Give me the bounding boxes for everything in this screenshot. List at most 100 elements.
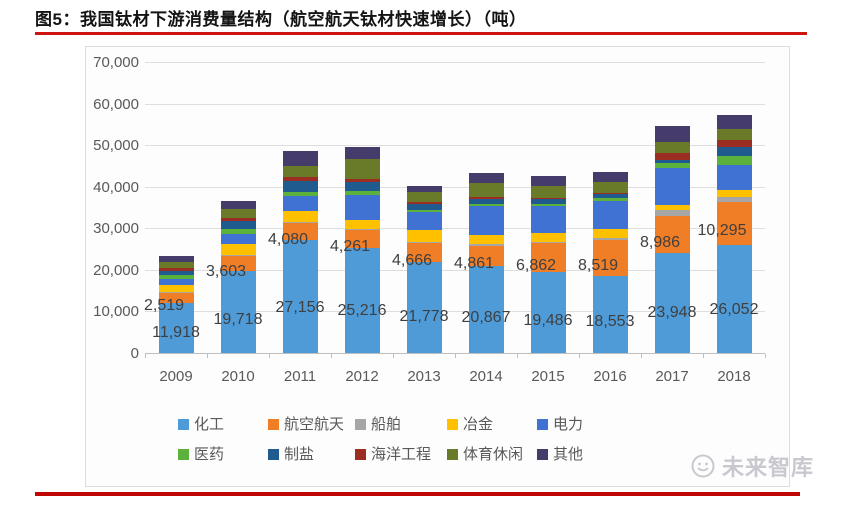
legend-swatch-化工: [178, 419, 189, 430]
bar-segment-2015-航空航天: [530, 243, 566, 272]
bar-segment-2013-电力: [406, 212, 442, 231]
x-axis-label: 2013: [407, 368, 441, 385]
bar-segment-2018-电力: [716, 165, 752, 191]
bar-segment-2018-医药: [716, 155, 752, 166]
x-axis-tick: [207, 354, 208, 358]
bar-segment-2017-医药: [654, 163, 690, 169]
bar-segment-2016-冶金: [592, 228, 628, 239]
bar-segment-2012-医药: [344, 191, 380, 196]
bar-segment-2013-航空航天: [406, 243, 442, 263]
legend-item-化工: 化工: [178, 417, 224, 432]
gridline: [145, 269, 765, 271]
y-axis-label: 50,000: [93, 137, 139, 155]
bar-segment-2011-冶金: [282, 210, 318, 222]
x-axis-tick: [393, 354, 394, 358]
bar-segment-2017-船舶: [654, 210, 690, 217]
legend-item-冶金: 冶金: [447, 417, 493, 432]
bar-segment-2012-船舶: [344, 228, 380, 231]
bar-segment-2009-制盐: [158, 270, 194, 275]
bar-segment-2014-航空航天: [468, 246, 504, 267]
bar-segment-2017-体育休闲: [654, 142, 690, 154]
bar-segment-2016-医药: [592, 198, 628, 201]
data-label-2009-航空航天: 2,519: [143, 297, 185, 315]
bar-segment-2014-其他: [468, 172, 504, 184]
data-label-2016-化工: 18,553: [585, 313, 635, 331]
legend-swatch-冶金: [447, 419, 458, 430]
data-label-2016-航空航天: 8,519: [577, 257, 619, 275]
bar-segment-2013-医药: [406, 210, 442, 213]
bar-segment-2014-体育休闲: [468, 183, 504, 197]
x-axis-line: [145, 353, 765, 354]
data-label-2017-航空航天: 8,986: [639, 233, 681, 251]
legend-swatch-体育休闲: [447, 449, 458, 460]
bar-segment-2011-医药: [282, 192, 318, 196]
bar-segment-2016-电力: [592, 200, 628, 229]
data-label-2014-航空航天: 4,861: [453, 255, 495, 273]
bar-segment-2018-制盐: [716, 147, 752, 156]
legend-label: 化工: [194, 416, 225, 433]
bar-segment-2009-航空航天: [158, 292, 194, 304]
bar-segment-2010-其他: [220, 201, 256, 210]
y-axis-label: 30,000: [93, 220, 139, 238]
bar-segment-2013-船舶: [406, 241, 442, 244]
bar-segment-2016-制盐: [592, 194, 628, 199]
bar-segment-2018-航空航天: [716, 201, 752, 245]
bar-segment-2012-体育休闲: [344, 159, 380, 179]
bar-segment-2016-海洋工程: [592, 192, 628, 195]
bar-segment-2012-其他: [344, 147, 380, 160]
legend-item-船舶: 船舶: [355, 417, 401, 432]
bar-segment-2014-电力: [468, 205, 504, 235]
legend-swatch-医药: [178, 449, 189, 460]
legend-item-海洋工程: 海洋工程: [355, 447, 431, 462]
bar-segment-2013-制盐: [406, 204, 442, 211]
bar-segment-2012-航空航天: [344, 230, 380, 249]
bar-segment-2010-制盐: [220, 221, 256, 229]
bar-segment-2013-海洋工程: [406, 202, 442, 205]
x-axis-label: 2012: [345, 368, 379, 385]
bar-segment-2016-化工: [592, 275, 628, 353]
bar-segment-2014-化工: [468, 266, 504, 353]
data-label-2009-化工: 11,918: [152, 324, 200, 342]
bar-segment-2012-制盐: [344, 182, 380, 192]
bar-segment-2011-化工: [282, 240, 318, 353]
bar-segment-2009-船舶: [158, 292, 194, 293]
bar-segment-2014-制盐: [468, 198, 504, 204]
bar-segment-2017-其他: [654, 125, 690, 143]
x-axis-label: 2016: [593, 368, 627, 385]
data-label-2014-化工: 20,867: [461, 309, 511, 327]
data-label-2013-化工: 21,778: [399, 307, 449, 325]
y-axis-label: 20,000: [93, 261, 139, 279]
x-axis-tick: [765, 354, 766, 358]
bar-segment-2011-电力: [282, 195, 318, 211]
bar-segment-2018-船舶: [716, 196, 752, 202]
legend: 化工 航空航天 船舶 冶金 电力 医药 制盐 海洋工程 体育休闲 其他: [86, 47, 789, 486]
bar-segment-2009-电力: [158, 278, 194, 286]
legend-item-体育休闲: 体育休闲: [447, 447, 523, 462]
legend-label: 医药: [194, 446, 225, 463]
legend-item-电力: 电力: [537, 417, 583, 432]
legend-item-医药: 医药: [178, 447, 224, 462]
bar-segment-2018-冶金: [716, 190, 752, 197]
title-rule: [35, 32, 807, 35]
x-axis-label: 2015: [531, 368, 565, 385]
figure-title: 图5：我国钛材下游消费量结构（航空航天钛材快速增长）（吨）: [35, 10, 527, 29]
bar-segment-2017-化工: [654, 253, 690, 353]
gridline: [145, 62, 765, 63]
bar-segment-2015-海洋工程: [530, 197, 566, 200]
bar-segment-2017-航空航天: [654, 216, 690, 254]
x-axis-tick: [269, 354, 270, 358]
bar-segment-2011-船舶: [282, 221, 318, 224]
x-axis-tick: [455, 354, 456, 358]
x-axis-tick: [331, 354, 332, 358]
bar-segment-2015-体育休闲: [530, 186, 566, 198]
legend-swatch-制盐: [268, 449, 279, 460]
bar-segment-2010-冶金: [220, 244, 256, 255]
y-axis-label: 60,000: [93, 95, 139, 113]
gridline: [145, 228, 765, 230]
bar-segment-2016-船舶: [592, 238, 628, 241]
bar-segment-2015-医药: [530, 203, 566, 206]
bar-segment-2010-海洋工程: [220, 217, 256, 222]
bar-segment-2015-化工: [530, 271, 566, 353]
legend-swatch-航空航天: [268, 419, 279, 430]
